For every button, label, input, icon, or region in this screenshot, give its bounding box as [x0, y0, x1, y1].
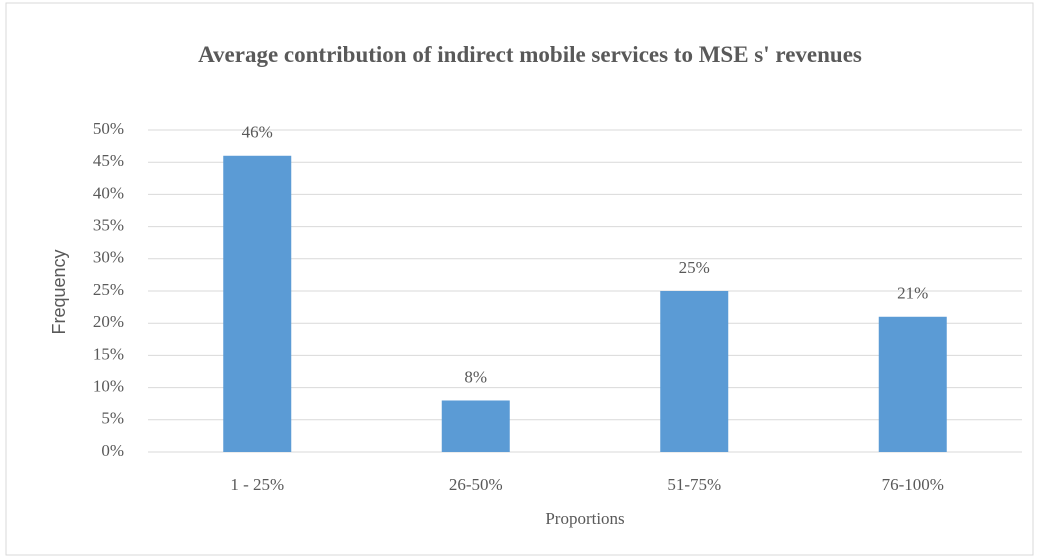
x-tick-label: 1 - 25%	[230, 475, 284, 494]
x-tick-label: 51-75%	[667, 475, 721, 494]
y-tick-label: 25%	[93, 280, 124, 299]
data-label: 25%	[679, 258, 710, 277]
x-axis-label: Proportions	[545, 509, 624, 528]
chart-title: Average contribution of indirect mobile …	[198, 42, 862, 67]
y-tick-label: 0%	[101, 441, 124, 460]
data-label: 21%	[897, 284, 928, 303]
y-tick-label: 30%	[93, 248, 124, 267]
y-tick-label: 50%	[93, 119, 124, 138]
bar	[878, 316, 947, 452]
y-tick-label: 5%	[101, 409, 124, 428]
chart-border	[5, 2, 1034, 556]
y-tick-label: 10%	[93, 377, 124, 396]
y-tick-label: 35%	[93, 216, 124, 235]
bar	[660, 291, 729, 452]
bar	[441, 400, 510, 452]
x-tick-label: 76-100%	[882, 475, 944, 494]
y-tick-label: 20%	[93, 312, 124, 331]
y-axis-label: Frequency	[49, 249, 69, 334]
bar	[223, 155, 292, 452]
x-tick-label: 26-50%	[449, 475, 503, 494]
data-label: 8%	[464, 367, 487, 386]
y-tick-label: 40%	[93, 183, 124, 202]
y-tick-label: 45%	[93, 151, 124, 170]
data-label: 46%	[242, 123, 273, 142]
y-tick-label: 15%	[93, 344, 124, 363]
